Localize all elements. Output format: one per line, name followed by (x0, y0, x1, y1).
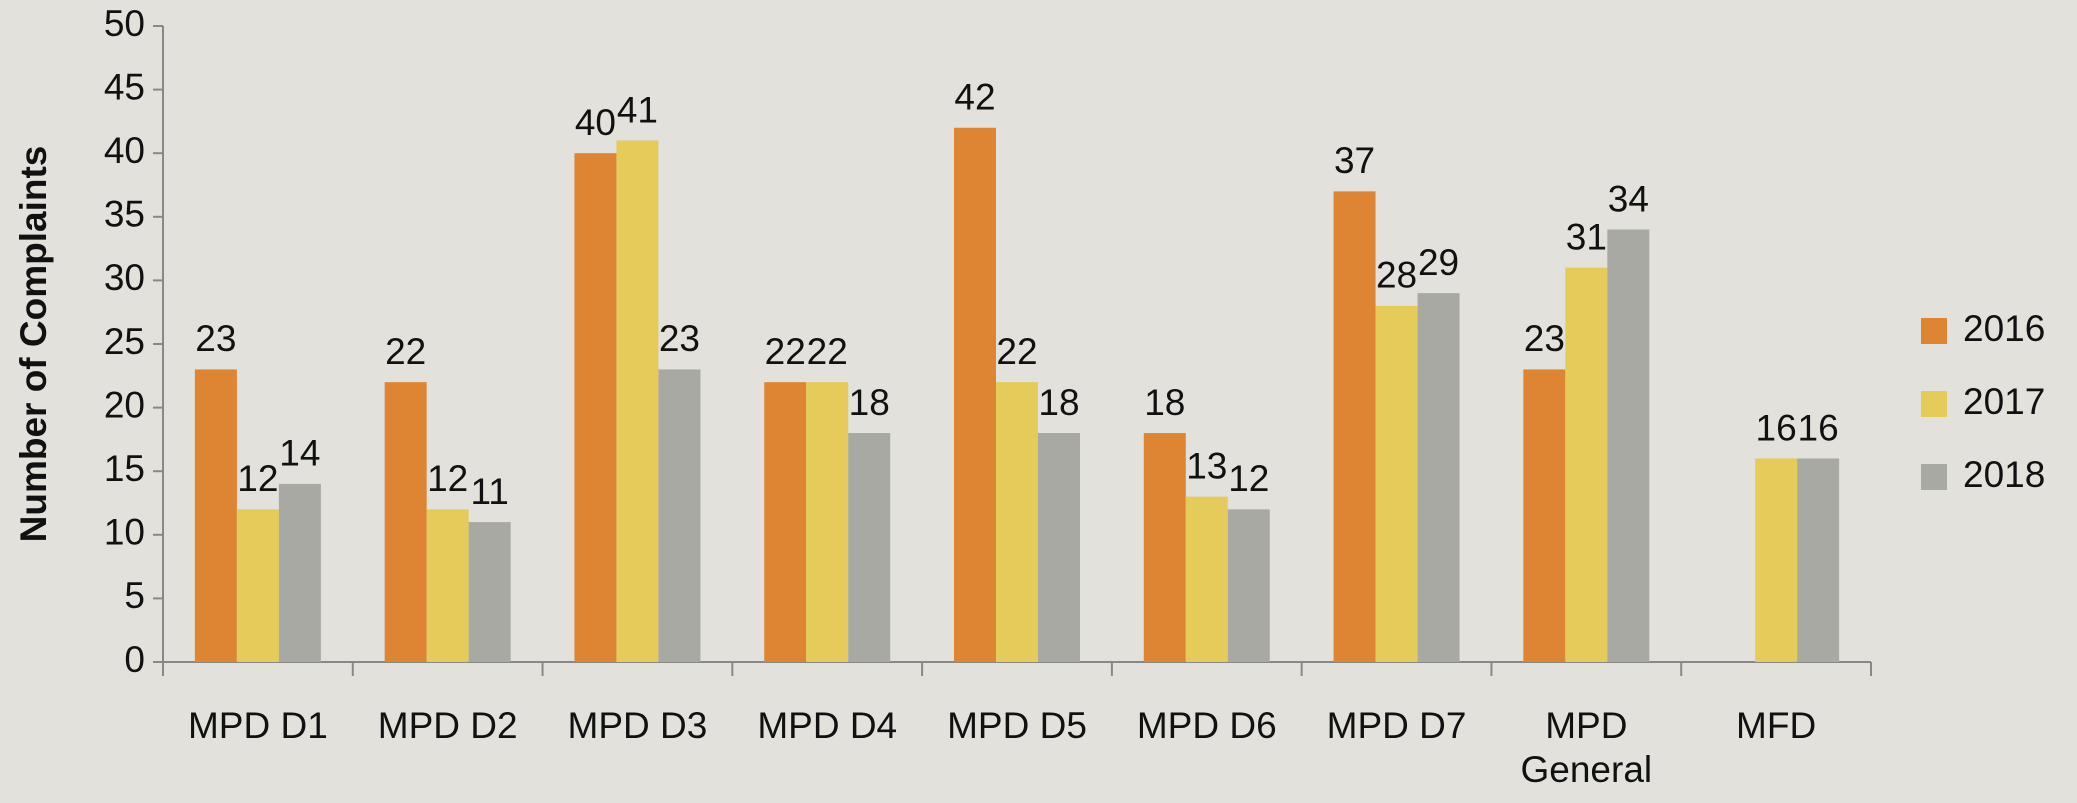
x-tick-label: MPD D4 (757, 705, 898, 746)
data-label: 22 (385, 331, 426, 372)
x-tick-label: MPD D6 (1136, 705, 1277, 746)
bar (468, 522, 511, 662)
data-label: 23 (659, 318, 700, 359)
bar (574, 153, 617, 662)
bar (1143, 433, 1186, 662)
bar (1038, 433, 1080, 662)
y-tick-label: 5 (124, 575, 145, 616)
data-label: 12 (237, 458, 278, 499)
y-tick-label: 15 (104, 448, 145, 489)
data-label: 14 (279, 433, 320, 474)
x-tick-label: MPD D7 (1326, 705, 1467, 746)
bar (194, 369, 237, 662)
data-label: 22 (807, 331, 848, 372)
data-label: 18 (1038, 382, 1079, 423)
bar (1185, 496, 1228, 662)
y-axis-label: Number of Complaints (13, 146, 54, 543)
bar (848, 433, 891, 662)
x-tick-label: MPD D3 (567, 705, 708, 746)
data-label: 16 (1756, 407, 1797, 448)
bar (1375, 305, 1418, 662)
bar (806, 382, 849, 662)
legend-label: 2017 (1963, 381, 2045, 422)
bar (278, 483, 321, 662)
data-label: 18 (849, 382, 890, 423)
bar (1797, 458, 1840, 662)
y-tick-label: 20 (104, 384, 145, 425)
data-label: 28 (1376, 255, 1417, 296)
x-tick-label: MPD D2 (377, 705, 518, 746)
data-label: 34 (1608, 178, 1649, 219)
data-label: 16 (1798, 407, 1839, 448)
data-label: 40 (575, 102, 616, 143)
data-label: 29 (1418, 242, 1459, 283)
data-label: 13 (1186, 445, 1227, 486)
bar (1523, 369, 1566, 662)
x-tick-label: MPD D1 (187, 705, 328, 746)
x-tick-label: MFD (1736, 705, 1817, 746)
data-label: 12 (1228, 458, 1269, 499)
legend-swatch (1921, 464, 1947, 490)
data-label: 23 (1524, 318, 1565, 359)
y-tick-label: 10 (104, 512, 145, 553)
x-tick-label: MPD General (1520, 705, 1653, 790)
y-tick-label: 0 (124, 639, 145, 680)
y-tick-label: 40 (104, 130, 145, 171)
bar (1565, 267, 1608, 662)
bar (1755, 458, 1798, 662)
data-label: 22 (996, 331, 1037, 372)
y-tick-label: 35 (104, 194, 145, 235)
legend-swatch (1921, 391, 1947, 417)
bar (1417, 293, 1460, 662)
bar (658, 369, 701, 662)
data-label: 31 (1566, 216, 1607, 257)
data-label: 11 (470, 471, 508, 512)
bar (996, 382, 1038, 662)
bar (1333, 191, 1376, 663)
data-label: 41 (617, 89, 658, 130)
bar (764, 382, 807, 662)
legend-label: 2016 (1963, 308, 2045, 349)
data-label: 37 (1334, 140, 1375, 181)
bar (236, 509, 279, 662)
data-label: 12 (427, 458, 468, 499)
bar (384, 382, 427, 662)
data-label: 22 (765, 331, 806, 372)
legend-swatch (1921, 318, 1947, 344)
data-label: 23 (195, 318, 236, 359)
bar (1607, 229, 1650, 662)
y-tick-label: 25 (104, 321, 145, 362)
x-tick-label: MPD D5 (947, 705, 1087, 746)
data-label: 18 (1144, 382, 1185, 423)
y-tick-label: 45 (104, 66, 145, 107)
y-tick-label: 50 (104, 3, 145, 44)
bar (426, 509, 469, 662)
data-label: 42 (954, 77, 995, 118)
legend-label: 2018 (1963, 454, 2045, 495)
bar (616, 140, 659, 663)
y-tick-label: 30 (104, 257, 145, 298)
bar (954, 127, 996, 662)
bar (1227, 509, 1270, 662)
